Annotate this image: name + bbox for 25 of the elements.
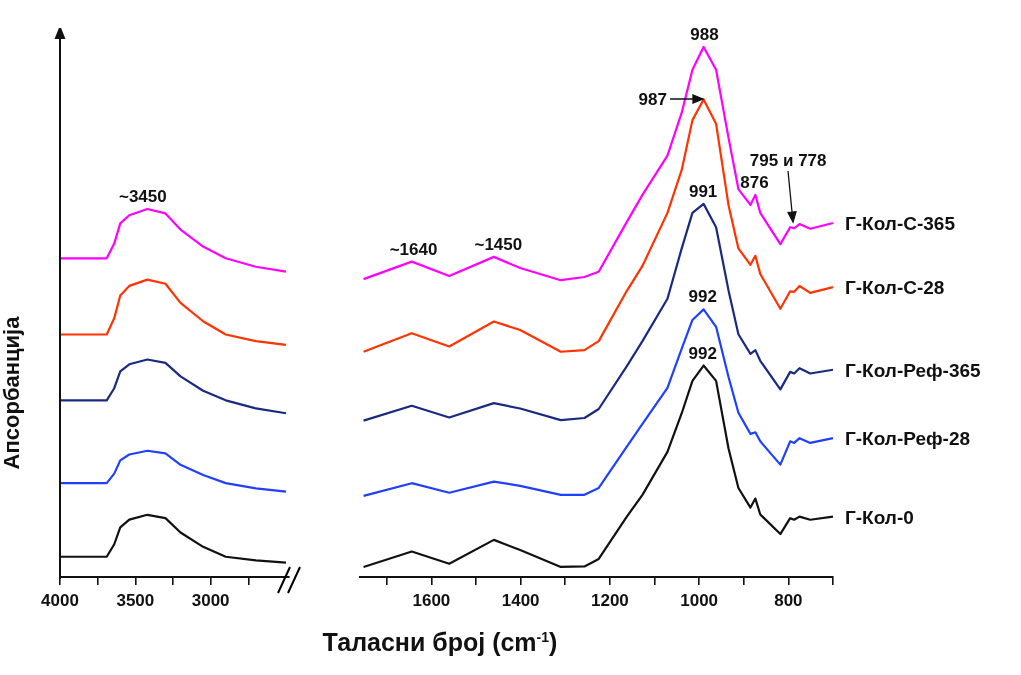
series-label: Г-Кол-0: [845, 506, 914, 528]
annotation: 991: [688, 181, 718, 201]
annotation: ~1640: [389, 239, 438, 259]
annotation: 992: [688, 343, 717, 363]
x-tick-label: 1400: [501, 590, 540, 610]
x-tick-label: 3000: [191, 590, 230, 610]
series-label: Г-Кол-С-365: [845, 213, 956, 235]
annotation: 876: [740, 172, 769, 192]
x-axis-title: Таласни број (cm$^{-1}$): [321, 628, 559, 657]
annotation: ~3450: [118, 187, 167, 206]
x-tick-label: 1200: [590, 590, 629, 610]
x-tick-label: 3500: [116, 590, 155, 610]
annotation: 988: [690, 25, 719, 44]
x-tick-label: 4000: [41, 590, 79, 610]
annotation: 987: [638, 90, 667, 110]
series-label: Г-Кол-Реф-28: [845, 428, 971, 450]
series-label: Г-Кол-Реф-365: [845, 360, 982, 381]
x-tick-label: 1600: [412, 590, 451, 610]
x-tick-label: 1000: [680, 590, 719, 610]
x-tick-label: 800: [774, 590, 803, 610]
series-label: Г-Кол-С-28: [845, 277, 945, 299]
y-axis-title: Апсорбанција: [0, 315, 25, 470]
annotation: ~1450: [474, 234, 523, 254]
annotation: 992: [688, 287, 717, 307]
annotation: 795 и 778: [749, 151, 827, 171]
